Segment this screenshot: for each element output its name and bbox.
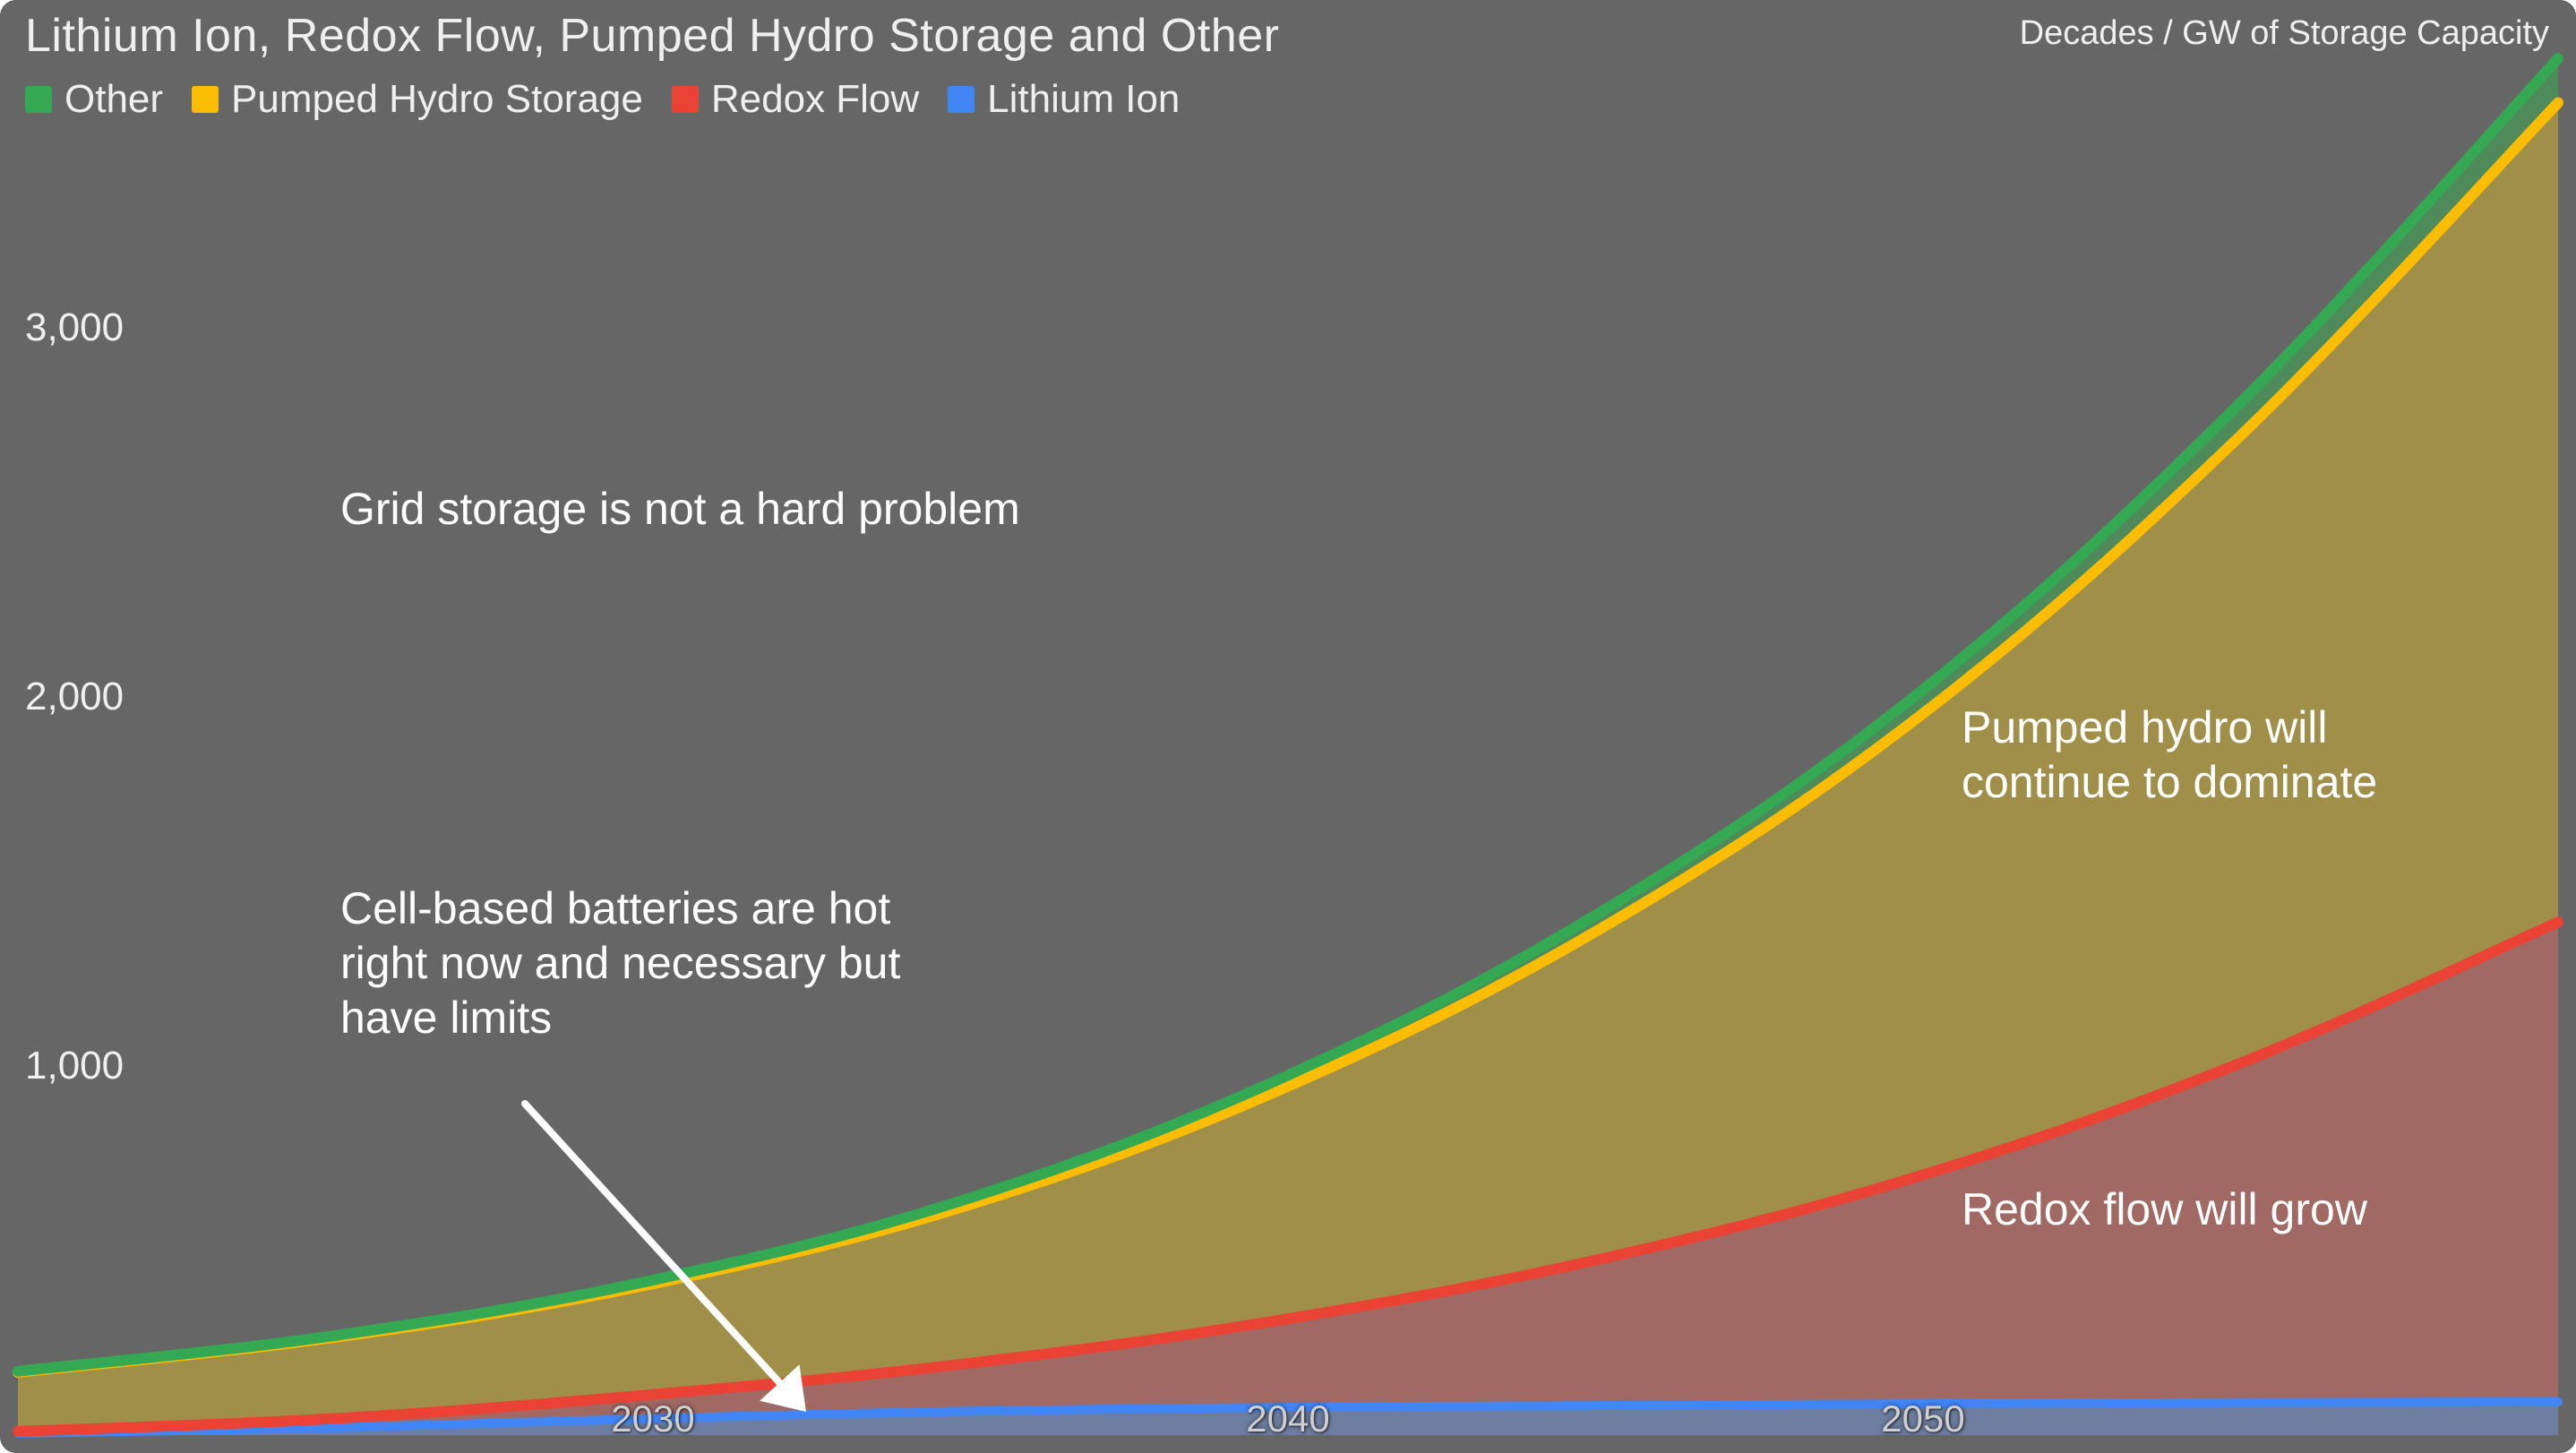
chart-subtitle: Decades / GW of Storage Capacity	[2020, 14, 2549, 53]
annot-main: Grid storage is not a hard problem	[340, 482, 1594, 537]
legend-item: Pumped Hydro Storage	[192, 77, 643, 122]
legend-item: Lithium Ion	[948, 77, 1180, 122]
legend-swatch	[672, 86, 699, 113]
legend-label: Redox Flow	[711, 77, 919, 122]
legend-label: Lithium Ion	[987, 77, 1180, 122]
legend-label: Pumped Hydro Storage	[231, 77, 643, 122]
x-tick-label: 2050	[1881, 1397, 1964, 1440]
annot-redox: Redox flow will grow	[1962, 1182, 2463, 1237]
y-tick-label: 2,000	[25, 675, 124, 719]
annot-cells: Cell-based batteries are hot right now a…	[340, 881, 967, 1045]
chart-legend: Other Pumped Hydro Storage Redox Flow Lithi…	[25, 77, 1180, 122]
chart-title: Lithium Ion, Redox Flow, Pumped Hydro St…	[25, 9, 1279, 63]
legend-label: Other	[64, 77, 163, 122]
legend-swatch	[25, 86, 52, 113]
legend-swatch	[192, 86, 219, 113]
y-tick-label: 1,000	[25, 1044, 124, 1088]
legend-item: Redox Flow	[672, 77, 919, 122]
annot-pumped: Pumped hydro will continue to dominate	[1962, 701, 2463, 810]
storage-capacity-chart: Lithium Ion, Redox Flow, Pumped Hydro St…	[0, 0, 2576, 1453]
legend-item: Other	[25, 77, 163, 122]
x-tick-label: 2040	[1246, 1397, 1329, 1440]
y-tick-label: 3,000	[25, 305, 124, 350]
x-tick-label: 2030	[611, 1397, 694, 1440]
legend-swatch	[948, 86, 975, 113]
